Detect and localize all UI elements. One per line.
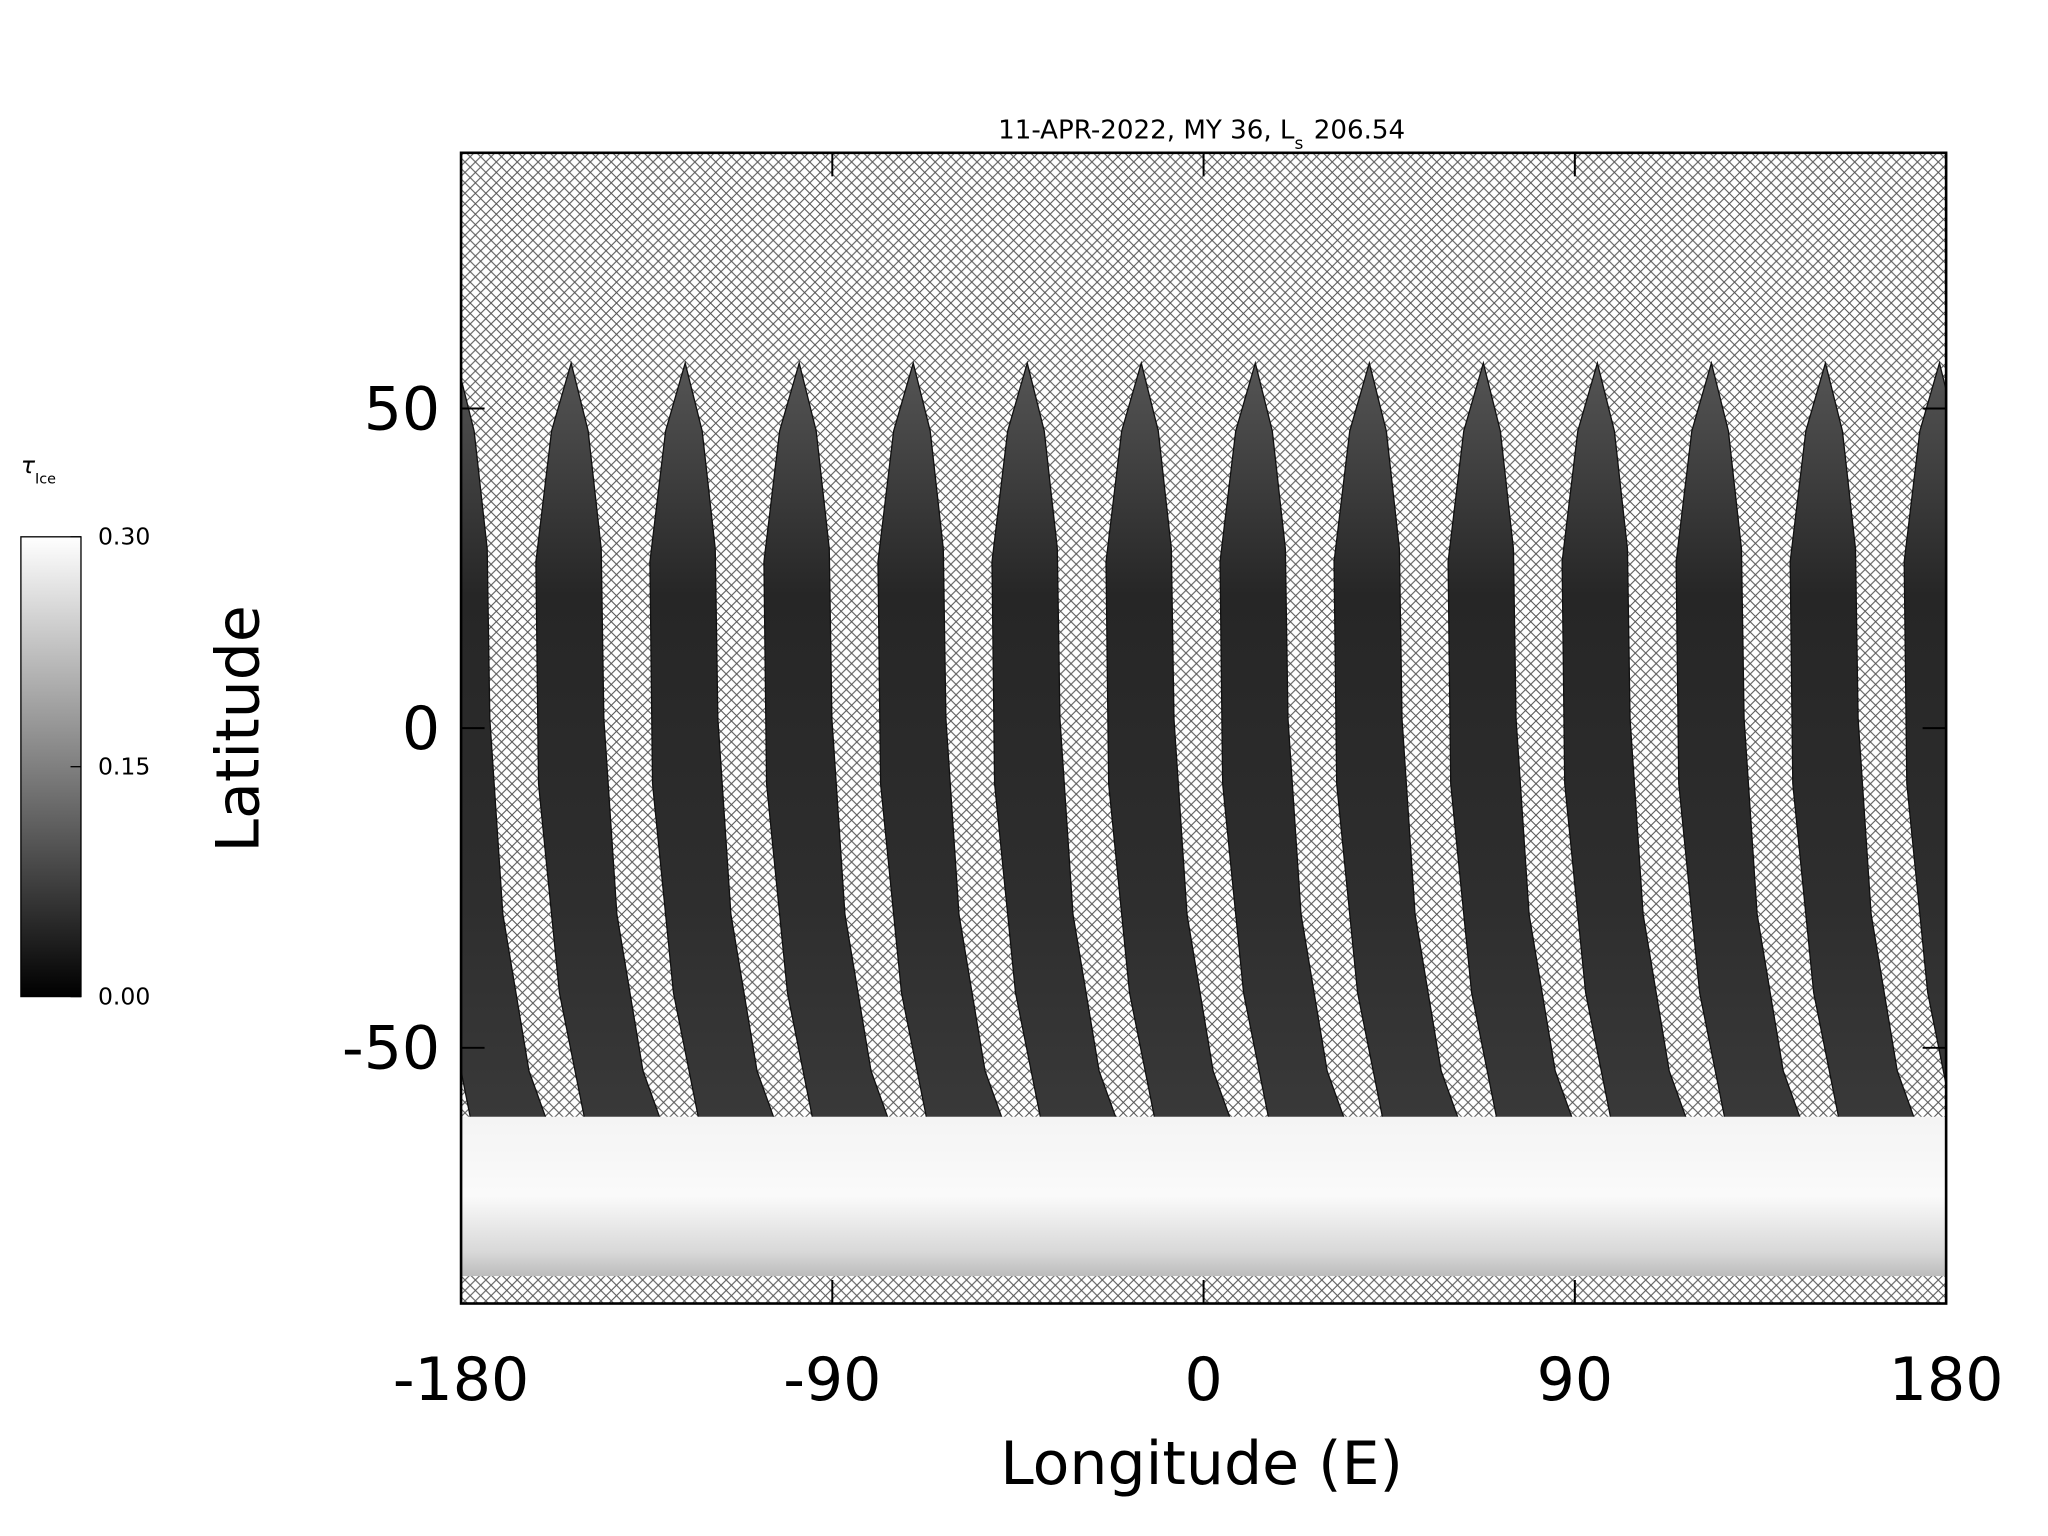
x-tick-label: 180 [1889,1345,2004,1415]
title-value: 206.54 [1314,115,1405,145]
colorbar-label: τIce [21,451,56,487]
map-image [461,152,1947,1304]
y-tick-label: -50 [342,1014,440,1084]
x-tick-label: -180 [393,1345,529,1415]
y-tick-label: 50 [364,374,440,444]
colorbar-tick-label: 0.30 [98,523,150,551]
title-text: 11-APR-2022, MY 36, L [998,115,1295,145]
colorbar-tick-label: 0.00 [98,982,150,1010]
chart-title: 11-APR-2022, MY 36, Ls 206.54 [998,115,1405,153]
title-subscript: s [1294,134,1303,154]
swath [1903,360,1947,1089]
colorbar-subscript: Ice [35,471,56,487]
colorbar-symbol: τ [21,451,36,479]
x-axis-label: Longitude (E) [1000,1429,1403,1499]
colorbar-tick-label: 0.15 [98,753,150,781]
x-tick-label: 0 [1184,1345,1222,1415]
y-axis-label: Latitude [204,605,274,852]
x-tick-label: 90 [1537,1345,1613,1415]
y-tick-label: 0 [402,694,440,764]
polar-cap [461,1116,1947,1277]
x-tick-label: -90 [783,1345,881,1415]
